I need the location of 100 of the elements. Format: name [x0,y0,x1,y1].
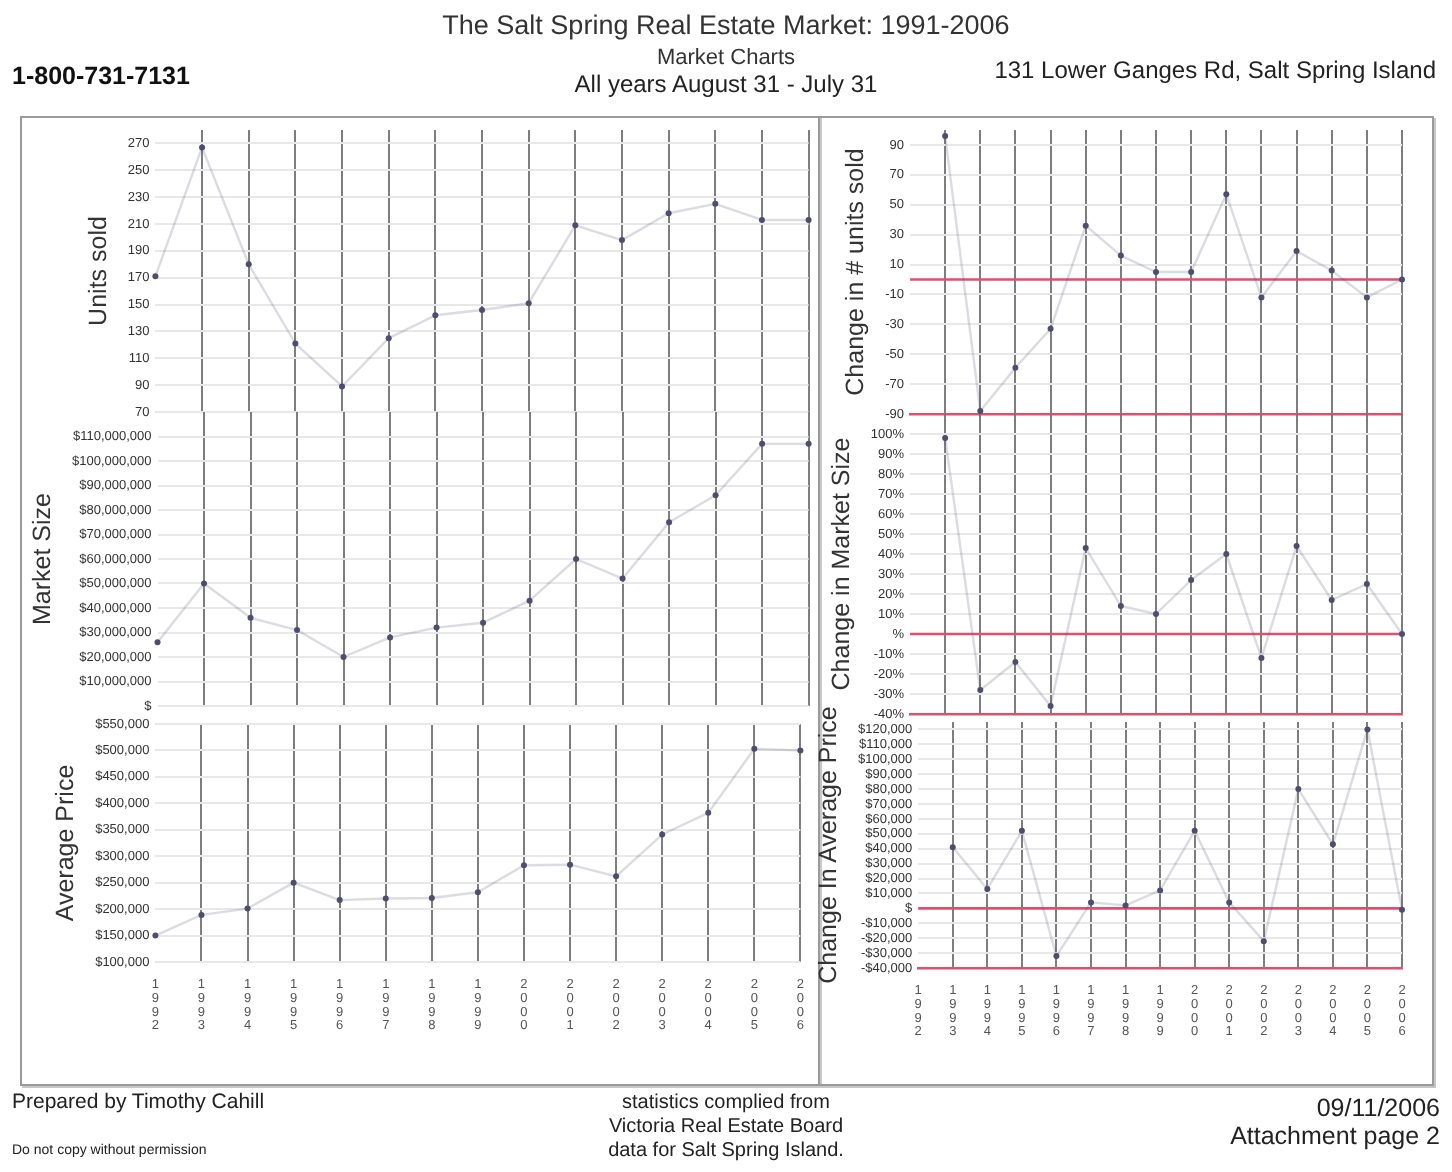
point [805,216,812,223]
point [199,144,206,151]
text: 09/11/2006 [1316,1094,1440,1122]
point [942,132,949,139]
point [1012,659,1019,665]
point [1012,364,1019,371]
point [1328,267,1335,274]
text: 131 Lower Ganges Rd, Salt Spring Island [994,56,1436,84]
point [1258,294,1265,301]
point [1018,827,1025,834]
text: Prepared by Timothy Cahill [12,1090,265,1114]
point [1047,325,1054,332]
text: Attachment page 2 [1230,1122,1440,1150]
point [1226,899,1233,906]
point [382,895,389,902]
point [567,861,574,868]
y-axis-title: Change in # units sold [841,148,870,396]
point [387,634,394,641]
point [480,619,487,626]
point [705,809,712,816]
text: data for Salt Spring Island. [608,1140,844,1162]
point [613,873,620,880]
point [618,237,625,244]
point [1328,597,1335,603]
point [1295,786,1302,793]
point [526,597,533,604]
text: All years August 31 - July 31 [574,70,878,98]
y-axis-title: Units sold [83,216,112,326]
point [759,440,766,447]
point [474,889,481,896]
point [1117,603,1124,609]
point [292,340,299,347]
point [1188,269,1195,275]
point [977,687,984,693]
point [1122,902,1129,909]
y-axis-title: Change In Average Price [813,706,842,984]
text: statistics complied from [622,1092,830,1114]
text: The Salt Spring Real Estate Market: 1991-2006 [442,10,1010,40]
point [245,261,252,268]
point [1260,938,1267,945]
point [428,895,435,901]
point [942,435,949,441]
point [1082,222,1089,229]
point [433,624,440,631]
point [1117,252,1124,259]
point [1293,248,1300,255]
point [1364,726,1371,733]
point [1399,906,1405,913]
point [573,556,580,562]
y-axis-title: Average Price [51,764,80,922]
point [520,862,527,869]
text: Victoria Real Estate Board [608,1116,844,1138]
point [432,312,439,319]
point [479,306,485,313]
point [949,844,956,851]
point [244,905,251,912]
text: Market Charts [656,46,796,70]
point [336,897,343,904]
point [619,575,626,582]
point [1329,841,1336,848]
point [1088,899,1094,906]
point [340,654,347,660]
point [1153,611,1159,617]
point [154,639,161,646]
point [1047,703,1054,709]
point [525,300,532,307]
point [152,273,159,280]
y-axis-title: Change in Market Size [826,437,855,691]
point [665,210,672,217]
point [1223,551,1230,557]
point [797,747,804,754]
point [201,580,208,587]
point [712,200,719,207]
point [805,440,812,447]
point [152,932,159,939]
point [1223,191,1230,198]
point [294,627,301,634]
point [977,408,984,415]
point [666,519,673,526]
point [1399,276,1405,283]
y-axis-title: Market Size [27,492,56,625]
point [751,745,758,752]
point [1082,545,1089,551]
point [1153,269,1159,275]
point [1053,953,1060,960]
point [1157,887,1164,894]
point [385,335,392,342]
text: 1-800-731-7131 [12,62,190,90]
point [659,831,666,838]
point [758,216,765,223]
point [339,383,346,390]
point [1363,581,1370,587]
point [1188,577,1195,583]
point [1258,655,1265,661]
point [1293,543,1300,549]
point [1399,631,1405,637]
point [712,492,719,499]
point [984,885,991,892]
point [1363,294,1370,301]
point [247,614,254,621]
